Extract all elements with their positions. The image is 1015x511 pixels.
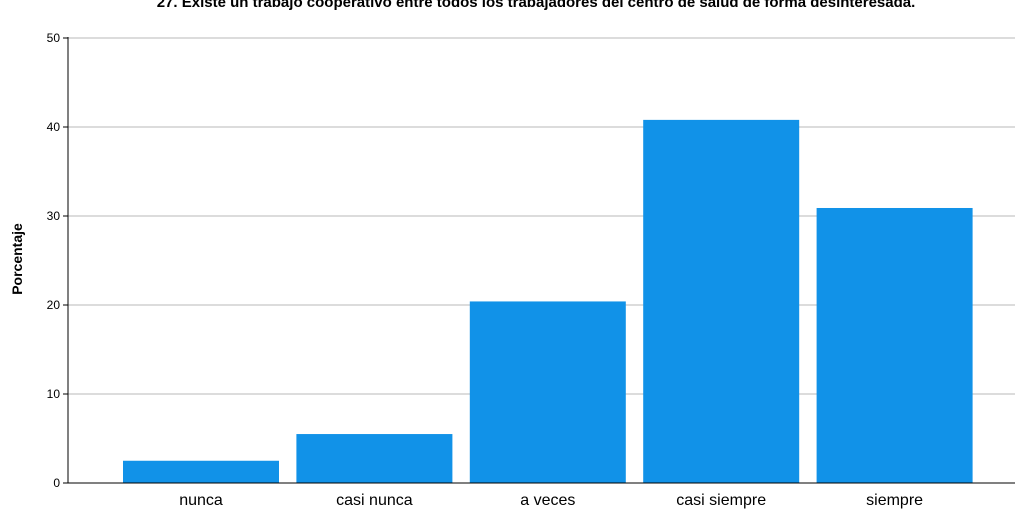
chart-title: 27. Existe un trabajo cooperativo entre … (157, 0, 916, 11)
bar-siempre (816, 207, 973, 484)
x-tick-label: nunca (179, 492, 223, 509)
y-tick-label: 30 (47, 209, 61, 223)
y-tick-label: 20 (47, 298, 61, 312)
x-tick-label: casi siempre (676, 492, 766, 509)
y-tick-label: 50 (47, 31, 61, 45)
y-tick-label: 10 (47, 387, 61, 401)
bar-casi-siempre (643, 119, 800, 483)
y-tick-label: 0 (53, 476, 60, 490)
bar-casi-nunca (296, 434, 453, 483)
x-axis-labels: nunca casi nunca a veces casi siempre siempr… (179, 492, 923, 509)
bar-a-veces (469, 301, 626, 483)
x-tick-label: siempre (866, 492, 923, 509)
x-tick-label: a veces (520, 492, 575, 509)
x-tick-label: casi nunca (336, 492, 413, 509)
bar-nunca (123, 460, 279, 483)
y-tick-label: 40 (47, 120, 61, 134)
bars (123, 119, 973, 484)
y-axis-label: Porcentaje (9, 223, 25, 295)
y-axis-ticks: 0 10 20 30 40 50 (47, 31, 68, 490)
